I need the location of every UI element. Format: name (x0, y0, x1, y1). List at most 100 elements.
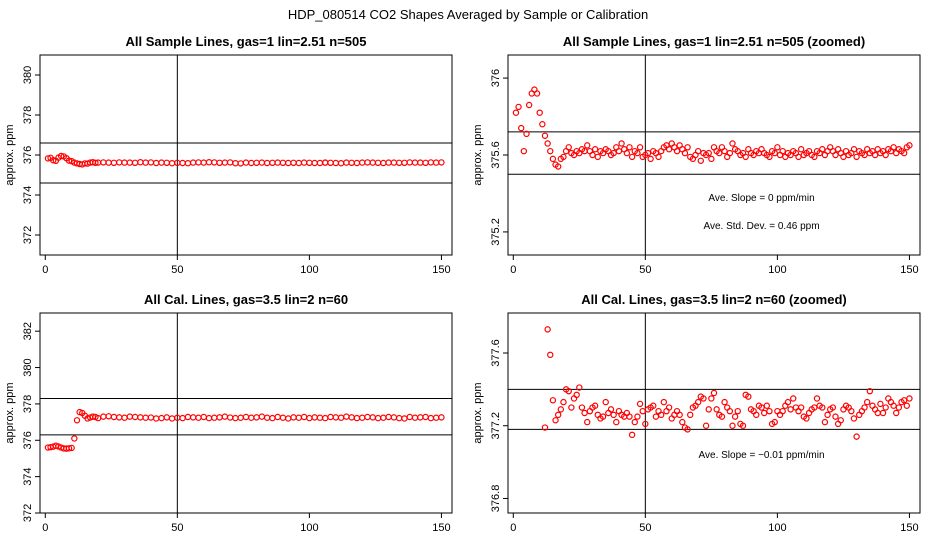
data-point (232, 414, 239, 422)
data-point (200, 413, 207, 421)
y-tick-label: 380 (22, 66, 34, 84)
data-point (279, 414, 287, 421)
data-point (856, 411, 863, 419)
data-point (142, 159, 149, 166)
data-point (829, 404, 837, 411)
panel-title: All Cal. Lines, gas=3.5 lin=2 n=60 (144, 292, 348, 307)
data-point (544, 140, 551, 147)
data-point (131, 159, 139, 166)
data-point (721, 147, 728, 155)
data-point (422, 413, 429, 421)
x-tick-label: 0 (510, 522, 516, 534)
data-point (242, 413, 250, 421)
data-point (697, 157, 704, 164)
data-point (887, 398, 895, 406)
data-point (364, 413, 371, 421)
panels-container: All Sample Lines, gas=1 lin=2.51 n=505 0 5… (4, 34, 921, 534)
data-point (432, 159, 440, 166)
data-point (874, 409, 881, 417)
data-point (639, 407, 646, 415)
y-tick-label: 372 (22, 226, 34, 244)
data-point (401, 159, 408, 166)
data-point (771, 418, 778, 426)
data-point (861, 151, 868, 159)
data-point (263, 159, 271, 167)
data-point (708, 395, 715, 402)
x-tick-label: 0 (510, 264, 516, 276)
data-point (411, 159, 419, 166)
data-point (758, 404, 765, 411)
data-point (628, 431, 636, 439)
data-point (374, 159, 382, 166)
data-point (158, 414, 165, 422)
data-point (618, 140, 625, 147)
data-point (121, 414, 128, 421)
data-point (681, 149, 689, 157)
data-point (613, 418, 620, 426)
data-point (906, 395, 913, 402)
data-point (306, 414, 313, 422)
x-tick-label: 50 (639, 264, 651, 276)
data-point (380, 159, 387, 167)
y-tick-label: 375.2 (490, 218, 502, 246)
data-point (158, 159, 165, 166)
data-point (634, 149, 641, 157)
data-point (337, 159, 345, 167)
data-point (628, 153, 636, 161)
chart-panel-3: All Cal. Lines, gas=3.5 lin=2 n=60 0 50 100… (4, 292, 453, 534)
data-point (721, 398, 728, 406)
data-point (607, 406, 615, 413)
data-point (665, 404, 673, 411)
data-point (694, 147, 702, 155)
data-point (657, 411, 665, 419)
data-point (184, 413, 192, 421)
data-point (724, 404, 731, 411)
data-point (726, 407, 734, 415)
data-point (893, 409, 900, 417)
data-point (834, 420, 842, 428)
data-point (105, 413, 112, 420)
y-tick-label: 374 (22, 186, 34, 204)
data-point (401, 415, 408, 422)
data-point (44, 155, 52, 162)
data-point (784, 398, 792, 406)
data-point (168, 415, 176, 422)
data-point (279, 159, 287, 166)
data-point (871, 151, 879, 159)
data-point (65, 157, 73, 164)
data-point (726, 149, 734, 157)
data-point (819, 404, 826, 411)
data-point (189, 414, 197, 421)
data-point (700, 395, 707, 402)
data-point (771, 149, 778, 157)
data-point (427, 414, 435, 422)
data-point (237, 160, 244, 167)
data-point (438, 414, 445, 421)
data-point (900, 397, 908, 404)
x-tick-label: 100 (768, 522, 786, 534)
chart-panel-1: All Sample Lines, gas=1 lin=2.51 n=505 0 5… (4, 34, 453, 276)
data-point (406, 159, 413, 166)
data-point (300, 159, 308, 166)
data-point (337, 414, 345, 421)
data-point (774, 407, 781, 415)
data-point (422, 159, 429, 166)
data-point (258, 159, 266, 166)
data-point (290, 159, 297, 166)
y-tick-label: 376 (490, 69, 502, 87)
data-point (126, 159, 133, 166)
data-point (248, 414, 255, 421)
data-point (520, 147, 528, 155)
y-axis-label: approx. ppm (4, 382, 16, 443)
data-point (195, 159, 202, 166)
data-point (615, 147, 623, 155)
data-point (395, 414, 403, 422)
data-point (787, 406, 794, 413)
data-point (647, 155, 654, 163)
data-point (153, 415, 160, 422)
data-point (100, 159, 107, 166)
data-point (840, 153, 847, 161)
data-point (189, 159, 197, 166)
data-point (311, 414, 318, 421)
data-point (52, 442, 60, 449)
